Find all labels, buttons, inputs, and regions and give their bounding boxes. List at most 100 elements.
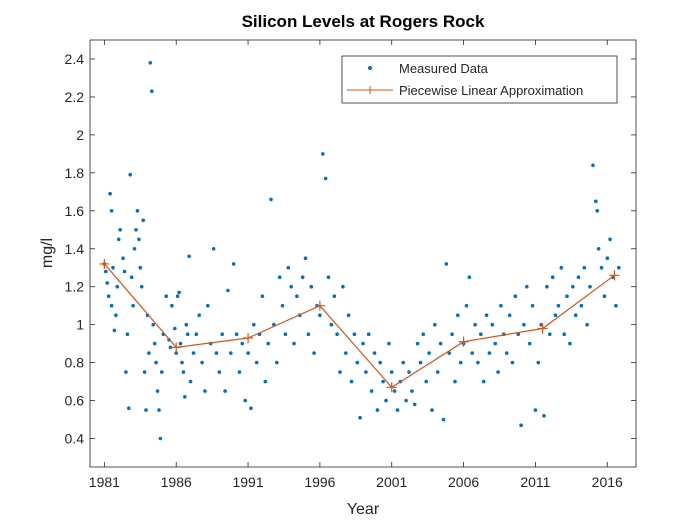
measured-data-point bbox=[527, 341, 532, 346]
measured-data-point bbox=[197, 313, 201, 318]
measured-data-point bbox=[214, 351, 219, 355]
piecewise-linear-line bbox=[103, 263, 615, 389]
measured-data-point bbox=[312, 351, 316, 355]
measured-data-point bbox=[335, 332, 339, 337]
measured-data-point bbox=[444, 262, 449, 266]
measured-data-point bbox=[157, 408, 161, 412]
measured-data-point bbox=[401, 360, 406, 365]
measured-data-point bbox=[180, 360, 184, 365]
y-tick-label: 1.8 bbox=[65, 165, 85, 181]
y-tick-label: 1.4 bbox=[65, 241, 85, 257]
measured-data-point bbox=[283, 332, 288, 337]
measured-data-point bbox=[384, 398, 388, 403]
measured-data-point bbox=[139, 284, 144, 289]
measured-data-point bbox=[591, 163, 595, 168]
measured-data-point bbox=[458, 360, 463, 365]
measured-data-point bbox=[131, 303, 135, 308]
measured-data-point bbox=[300, 275, 305, 280]
x-tick-label: 1991 bbox=[232, 474, 263, 490]
measured-data-point bbox=[358, 415, 362, 420]
measured-data-point bbox=[260, 294, 265, 299]
measured-data-point bbox=[254, 360, 259, 365]
measured-data-point bbox=[280, 303, 285, 308]
measured-data-point bbox=[277, 275, 282, 280]
measured-data-point bbox=[174, 351, 178, 355]
measured-data-point bbox=[181, 370, 186, 374]
measured-data-point bbox=[318, 313, 322, 318]
measured-data-point bbox=[223, 389, 227, 393]
measured-data-point bbox=[392, 389, 397, 393]
measured-data-point bbox=[387, 341, 391, 346]
measured-data-point bbox=[484, 313, 489, 318]
measured-data-point bbox=[596, 247, 601, 251]
x-tick-label: 1996 bbox=[304, 474, 335, 490]
measured-data-point bbox=[124, 370, 128, 374]
plot-area bbox=[89, 39, 637, 468]
measured-data-point bbox=[116, 237, 121, 242]
measured-data-point bbox=[122, 269, 127, 274]
measured-data-point bbox=[118, 228, 122, 232]
legend-box bbox=[341, 55, 618, 104]
measured-data-point bbox=[565, 294, 569, 299]
measured-data-point bbox=[588, 284, 592, 289]
measured-data-point bbox=[407, 370, 411, 374]
y-tick-label: 1.2 bbox=[65, 279, 85, 295]
measured-data-point bbox=[154, 360, 158, 365]
measured-data-point bbox=[326, 275, 331, 280]
measured-data-point bbox=[510, 360, 515, 365]
measured-data-point bbox=[243, 398, 247, 403]
measured-data-point bbox=[309, 284, 314, 289]
y-tick-label: 2 bbox=[76, 127, 84, 143]
legend-marker-measured bbox=[368, 66, 372, 70]
measured-data-point bbox=[545, 284, 549, 289]
measured-data-point bbox=[115, 284, 120, 289]
measured-data-point bbox=[240, 341, 245, 346]
measured-data-point bbox=[476, 360, 480, 365]
x-tick-label: 2016 bbox=[592, 474, 623, 490]
legend-marker-approximation bbox=[366, 86, 374, 94]
measured-data-point bbox=[135, 209, 140, 213]
measured-data-point bbox=[266, 341, 271, 346]
measured-data-point bbox=[576, 275, 581, 280]
measured-data-point bbox=[263, 379, 268, 384]
measured-data-point bbox=[427, 351, 431, 355]
measured-data-point bbox=[127, 406, 131, 411]
measured-data-point bbox=[525, 284, 529, 289]
measured-data-point bbox=[378, 360, 383, 365]
breakpoint-marker bbox=[99, 258, 110, 269]
legend-label-approximation: Piecewise Linear Approximation bbox=[399, 83, 583, 98]
measured-data-point bbox=[496, 370, 500, 374]
measured-data-point bbox=[553, 313, 558, 318]
measured-data-point bbox=[289, 284, 294, 289]
measured-data-point bbox=[346, 313, 351, 318]
measured-data-point bbox=[421, 332, 426, 337]
measured-data-point bbox=[418, 360, 423, 365]
y-tick-label: 2.4 bbox=[65, 51, 85, 67]
measured-data-point bbox=[158, 436, 163, 441]
measured-data-point bbox=[349, 379, 354, 384]
measured-data-point bbox=[321, 152, 325, 156]
measured-data-point bbox=[184, 322, 189, 327]
measured-data-point bbox=[599, 265, 604, 270]
breakpoint-marker bbox=[243, 332, 254, 343]
scatter-points-layer bbox=[102, 61, 621, 441]
measured-data-point bbox=[106, 294, 111, 299]
measured-data-point bbox=[381, 379, 385, 384]
measured-data-point bbox=[375, 408, 380, 412]
measured-data-point bbox=[344, 351, 348, 355]
measured-data-point bbox=[550, 275, 555, 280]
y-tick-label: 1.6 bbox=[65, 203, 85, 219]
measured-data-point bbox=[275, 360, 279, 365]
measured-data-point bbox=[229, 351, 233, 355]
measured-data-point bbox=[187, 254, 191, 259]
breakpoint-marker bbox=[314, 300, 325, 311]
measured-data-point bbox=[435, 370, 440, 374]
measured-data-point bbox=[129, 275, 134, 280]
measured-data-point bbox=[173, 326, 177, 331]
measured-data-point bbox=[464, 303, 469, 308]
y-tick-label: 0.4 bbox=[65, 431, 85, 447]
measured-data-point bbox=[134, 228, 138, 232]
measured-data-point bbox=[226, 288, 230, 293]
measured-data-point bbox=[108, 191, 112, 196]
